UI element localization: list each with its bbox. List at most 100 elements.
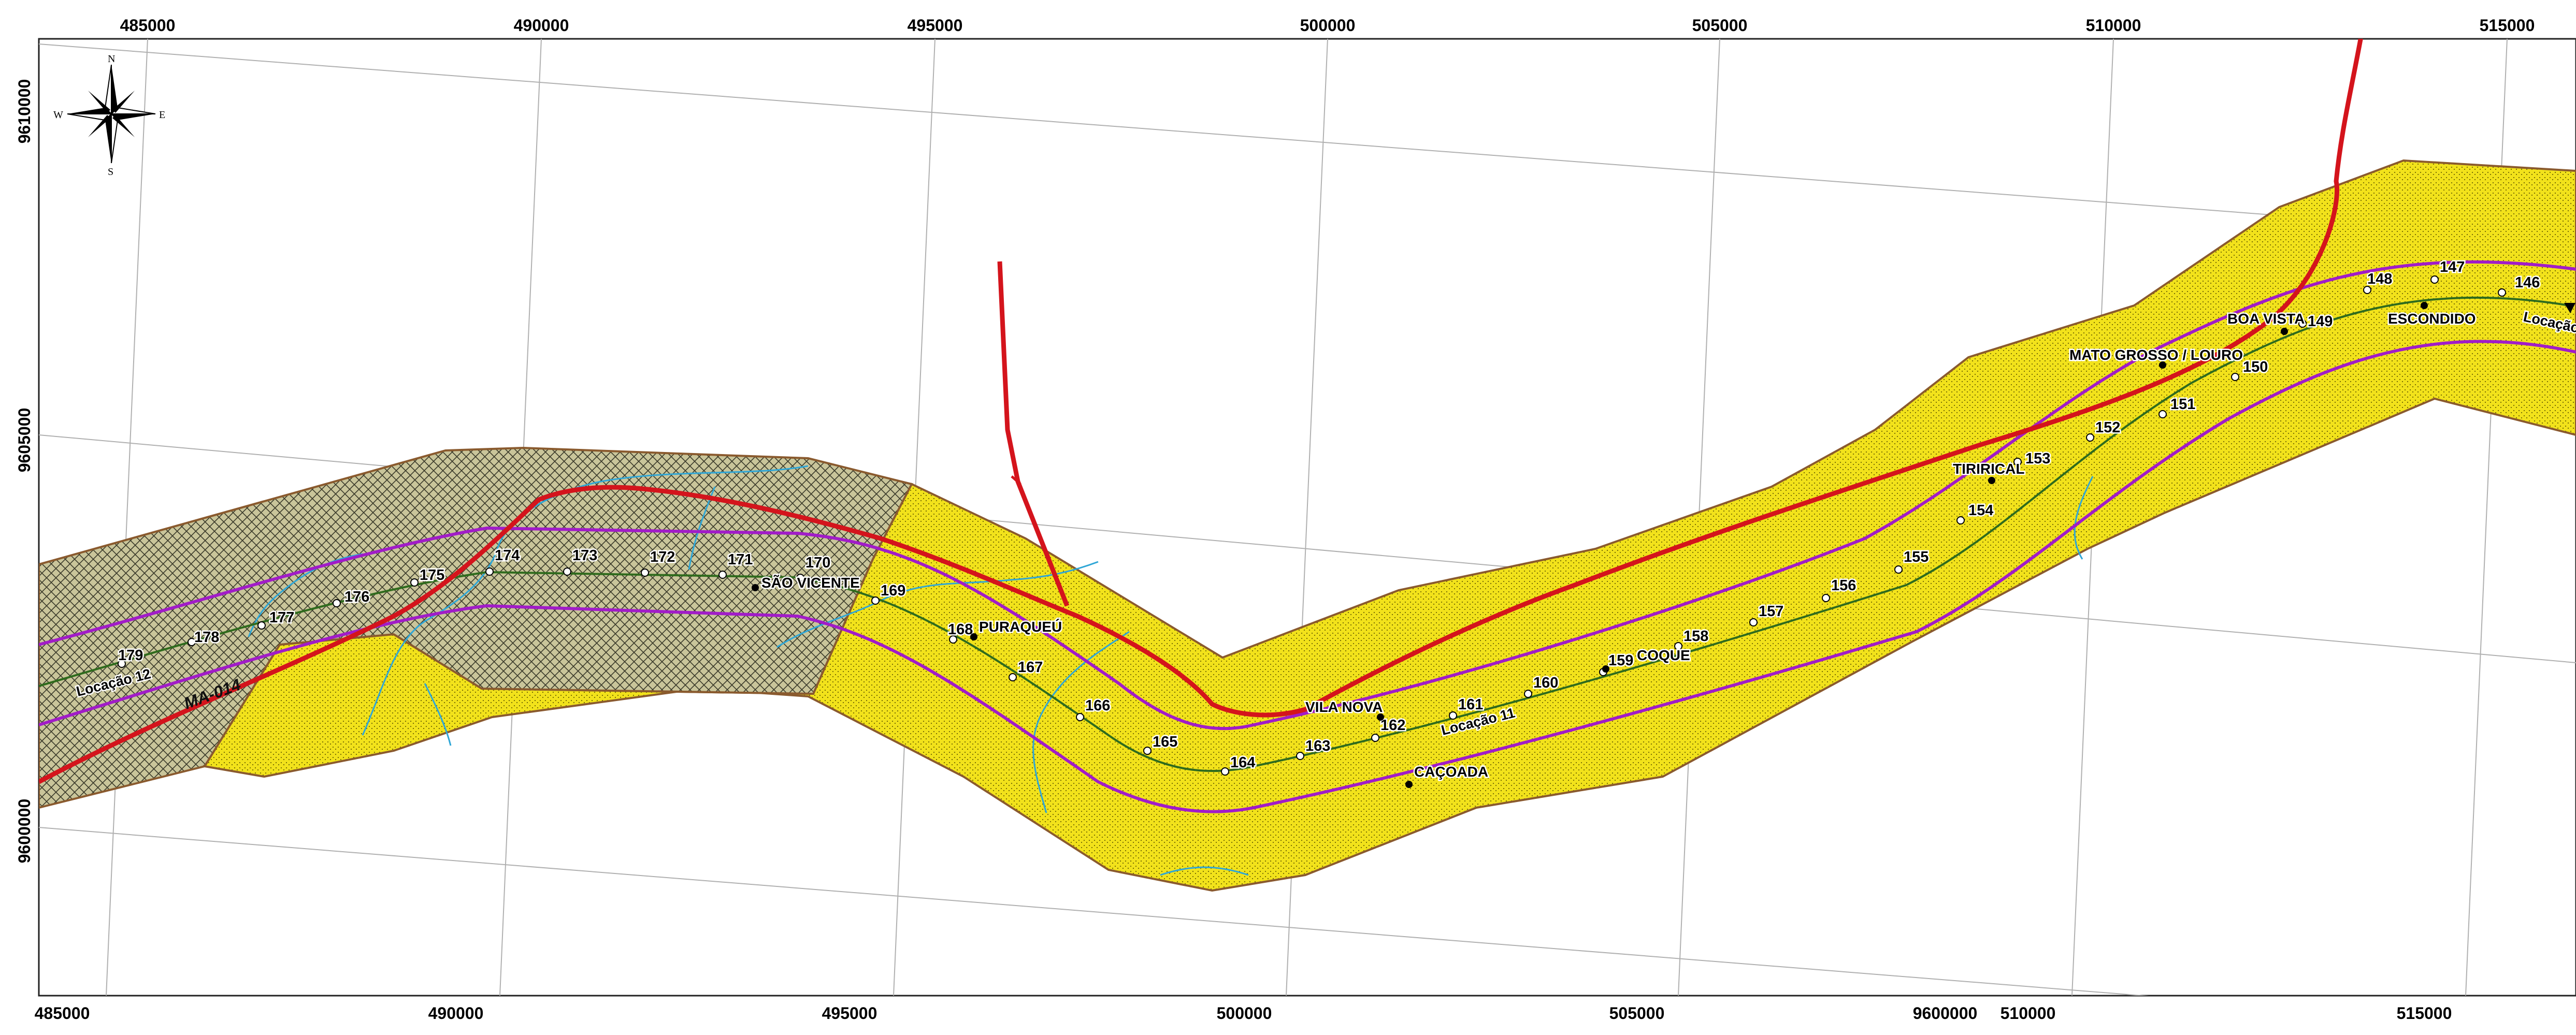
station-158[interactable]: 158: [1674, 627, 1710, 650]
station-146[interactable]: 146: [2498, 273, 2541, 297]
station-162[interactable]: 162: [1371, 716, 1407, 742]
station-label-175: 175: [420, 567, 444, 584]
station-label-165: 165: [1153, 734, 1177, 750]
place-puraqueu[interactable]: PURAQUEÚ: [970, 618, 1063, 640]
place-cacoada[interactable]: CAÇOADA: [1405, 763, 1490, 788]
station-label-166: 166: [1085, 697, 1110, 714]
place-coque[interactable]: COQUE: [1602, 646, 1691, 673]
compass-n: N: [108, 53, 115, 65]
place-label-tiririca: TIRIRICAL: [1953, 461, 2024, 477]
station-175[interactable]: 175: [410, 566, 446, 587]
station-label-160: 160: [1533, 675, 1558, 691]
station-150[interactable]: 150: [2231, 358, 2269, 381]
station-167[interactable]: 167: [1009, 658, 1044, 681]
place-label-sao-vicente: SÃO VICENTE: [761, 575, 860, 591]
station-label-156: 156: [1831, 577, 1856, 594]
place-label-escondido: ESCONDIDO: [2388, 311, 2476, 327]
station-label-179: 179: [118, 647, 143, 664]
station-154[interactable]: 154: [1956, 501, 1995, 524]
station-label-162: 162: [1380, 717, 1405, 734]
station-148[interactable]: 148: [2363, 270, 2394, 294]
tick-top-0: 485000: [120, 16, 176, 35]
station-147[interactable]: 147: [2430, 258, 2466, 284]
station-160[interactable]: 160: [1524, 674, 1560, 698]
tick-bottom-7: 515000: [2397, 1004, 2452, 1023]
station-164[interactable]: 164: [1221, 753, 1257, 776]
place-label-coque: COQUE: [1637, 647, 1690, 663]
station-label-167: 167: [1018, 659, 1043, 676]
station-166[interactable]: 166: [1076, 696, 1112, 721]
station-markers: 179 178 177 176 175 174 173 172 171 170 …: [117, 258, 2541, 776]
tick-left-0: 9610000: [15, 79, 34, 144]
tick-bottom-5: 9600000: [1913, 1004, 1978, 1023]
station-171[interactable]: 171: [718, 550, 754, 579]
station-label-177: 177: [269, 609, 294, 626]
station-label-146: 146: [2515, 274, 2540, 291]
station-153[interactable]: 153: [2013, 449, 2052, 469]
place-sao-vicente[interactable]: SÃO VICENTE: [752, 574, 861, 592]
place-label-cacoada: CAÇOADA: [1414, 764, 1488, 780]
station-179[interactable]: 179: [117, 646, 145, 668]
place-vila-nova[interactable]: VILA NOVA: [1304, 698, 1384, 721]
station-172[interactable]: 172: [641, 548, 677, 577]
highway-junction: [1011, 475, 1021, 485]
tick-top-2: 495000: [908, 16, 963, 35]
station-label-147: 147: [2440, 259, 2465, 275]
alignment-line: [39, 296, 2570, 772]
station-170[interactable]: 170: [796, 553, 832, 582]
station-168[interactable]: 168: [947, 620, 974, 644]
compass-e: E: [159, 109, 165, 121]
axis-top: 485000 490000 495000 500000 505000 51000…: [120, 16, 2535, 35]
station-label-164: 164: [1230, 754, 1255, 771]
place-label-mato-grosso-louro: MATO GROSSO / LOURO: [2069, 347, 2243, 363]
station-label-172: 172: [650, 549, 675, 565]
station-174[interactable]: 174: [485, 546, 521, 576]
tick-bottom-4: 505000: [1609, 1004, 1665, 1023]
station-label-161: 161: [1458, 696, 1483, 713]
station-156[interactable]: 156: [1822, 576, 1858, 602]
station-label-178: 178: [194, 629, 219, 646]
station-177[interactable]: 177: [257, 608, 296, 630]
tick-bottom-0: 485000: [35, 1004, 90, 1023]
station-159[interactable]: 159: [1599, 651, 1635, 676]
station-152[interactable]: 152: [2086, 418, 2122, 442]
tick-top-3: 500000: [1300, 16, 1356, 35]
station-157[interactable]: 157: [1749, 602, 1785, 626]
place-label-vila-nova: VILA NOVA: [1305, 699, 1383, 715]
station-label-154: 154: [1968, 502, 1993, 519]
tick-bottom-3: 500000: [1217, 1004, 1272, 1023]
tick-top-6: 515000: [2480, 16, 2535, 35]
station-label-174: 174: [495, 547, 520, 564]
alignment-end-marker: [2564, 303, 2575, 313]
tick-left-1: 9605000: [15, 408, 34, 473]
place-label-puraqueu: PURAQUEÚ: [979, 619, 1062, 635]
station-173[interactable]: 173: [563, 546, 599, 576]
station-155[interactable]: 155: [1894, 548, 1930, 574]
place-escondido[interactable]: ESCONDIDO: [2387, 302, 2477, 328]
place-tiririca[interactable]: TIRIRICAL: [1952, 460, 2026, 484]
tick-top-1: 490000: [514, 16, 569, 35]
station-label-163: 163: [1305, 738, 1330, 754]
station-151[interactable]: 151: [2158, 395, 2197, 418]
station-176[interactable]: 176: [333, 588, 371, 607]
tick-top-4: 505000: [1692, 16, 1748, 35]
place-mato-grosso-louro[interactable]: MATO GROSSO / LOURO: [2068, 346, 2244, 369]
station-163[interactable]: 163: [1296, 737, 1332, 760]
tick-left-2: 9600000: [15, 799, 34, 864]
station-161[interactable]: 161: [1449, 695, 1485, 720]
station-178[interactable]: 178: [188, 628, 221, 647]
station-label-157: 157: [1759, 603, 1783, 620]
axis-left: 9610000 9605000 9600000: [15, 79, 34, 864]
station-label-155: 155: [1904, 549, 1929, 565]
station-165[interactable]: 165: [1143, 733, 1179, 755]
station-label-151: 151: [2170, 396, 2195, 413]
place-boa-vista[interactable]: BOA VISTA: [2226, 310, 2306, 335]
station-label-170: 170: [805, 555, 830, 571]
corridor-lines: [39, 260, 2576, 813]
station-149[interactable]: 149: [2298, 312, 2334, 331]
station-169[interactable]: 169: [871, 581, 907, 605]
compass-rose: N S E W: [53, 53, 165, 178]
tick-bottom-2: 495000: [822, 1004, 877, 1023]
station-label-148: 148: [2367, 271, 2392, 287]
